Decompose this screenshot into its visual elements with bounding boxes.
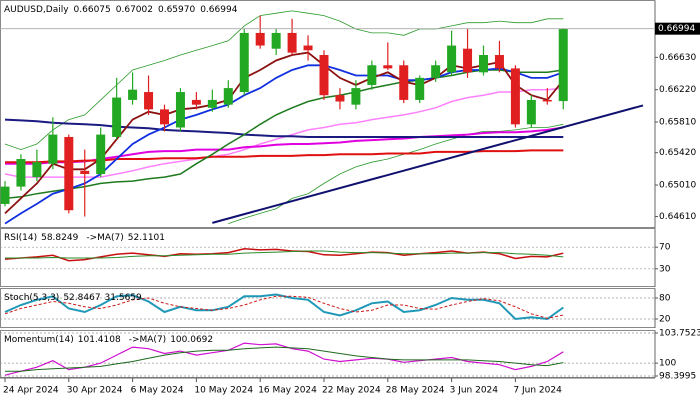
series-value: 100.0692	[170, 335, 213, 345]
panel-header: RSI(14) 58.8249 ->MA(7) 52.1101	[4, 233, 165, 243]
candle-body	[319, 55, 329, 96]
candle-body	[0, 186, 10, 204]
y-tick-label: 80	[659, 294, 671, 304]
y-tick-label: 0.65010	[659, 181, 696, 191]
candle-body	[399, 65, 409, 100]
y-tick-label: 103.7523	[659, 329, 700, 339]
series-name: Momentum(14)	[4, 335, 74, 345]
candle-body	[335, 95, 345, 102]
y-tick-label: 0.66220	[659, 85, 696, 95]
series-value: 101.4108	[78, 335, 121, 345]
candle-body	[175, 92, 185, 128]
candle-body	[239, 32, 249, 93]
indicator-line	[4, 295, 564, 319]
candle-body	[526, 99, 536, 125]
candle-body	[351, 88, 361, 105]
series-value: 58.8249	[41, 233, 78, 243]
candle-body	[542, 99, 552, 102]
y-tick-label: 0.65810	[659, 117, 696, 127]
ohlc-value: 0.66075	[74, 5, 111, 15]
indicator-line	[4, 342, 564, 376]
candle-body	[415, 77, 425, 100]
candle-body	[494, 55, 504, 69]
candle-body	[112, 97, 122, 137]
trendline	[212, 104, 644, 224]
candle-body	[431, 65, 441, 78]
candle-body	[48, 134, 58, 164]
series-name: ->MA(7)	[86, 233, 123, 243]
candle-body	[383, 65, 393, 69]
candle-body	[510, 68, 520, 125]
candle-body	[80, 170, 90, 174]
y-tick-label: 30	[659, 264, 671, 274]
indicator-line	[5, 250, 564, 259]
candle-body	[271, 32, 281, 49]
indicator-line	[4, 10, 564, 151]
x-tick-label: 30 Apr 2024	[67, 386, 123, 396]
x-tick-label: 24 Apr 2024	[3, 386, 59, 396]
series-name: RSI(14)	[4, 233, 37, 243]
candle-body	[367, 65, 377, 85]
y-tick-label: 100	[659, 359, 676, 369]
current-price-label: 0.66994	[658, 24, 695, 34]
chart-header: AUDUSD,Daily 0.66075 0.67002 0.65970 0.66994	[4, 5, 238, 15]
x-tick-label: 22 May 2024	[322, 386, 381, 396]
y-tick-label: 0.64610	[659, 212, 696, 222]
ohlc-value: 0.66994	[200, 5, 237, 15]
candle-body	[303, 45, 313, 51]
candle-body	[128, 89, 138, 100]
candle-body	[463, 48, 473, 73]
candle-body	[255, 32, 265, 46]
candle-body	[447, 45, 457, 73]
ohlc-value: 0.67002	[116, 5, 153, 15]
indicator-line	[5, 346, 564, 372]
y-tick-label: 98.3995	[659, 372, 696, 382]
ohlc-value: 0.65970	[158, 5, 195, 15]
candle-body	[223, 88, 233, 105]
series-value: 52.1101	[128, 233, 165, 243]
x-tick-label: 7 Jun 2024	[513, 386, 562, 396]
series-name: Stoch(5,3,3)	[4, 293, 59, 303]
candle-body	[96, 134, 106, 174]
candle-body	[191, 99, 201, 105]
series-name: ->MA(7)	[129, 335, 166, 345]
x-tick-label: 28 May 2024	[386, 386, 445, 396]
candle-body	[64, 136, 74, 211]
candle-body	[287, 32, 297, 53]
x-tick-label: 3 Jun 2024	[450, 386, 499, 396]
y-tick-label: 0.65420	[659, 148, 696, 158]
symbol: AUDUSD,Daily	[4, 5, 69, 15]
candle-body	[144, 92, 154, 110]
x-tick-label: 6 May 2024	[131, 386, 184, 396]
panel-header: Momentum(14) 101.4108 ->MA(7) 100.0692	[4, 335, 213, 345]
y-tick-label: 20	[659, 315, 671, 325]
y-tick-label: 0.66630	[659, 53, 696, 63]
series-value: 52.8467	[63, 293, 100, 303]
panel-header: Stoch(5,3,3) 52.8467 31.5659	[4, 293, 142, 303]
x-tick-label: 10 May 2024	[194, 386, 253, 396]
candle-body	[32, 162, 42, 178]
x-tick-label: 16 May 2024	[258, 386, 317, 396]
series-value: 31.5659	[105, 293, 142, 303]
candle-body	[479, 55, 488, 73]
candle-body	[160, 109, 169, 125]
candle-body	[16, 159, 26, 187]
candle-body	[207, 99, 217, 108]
y-tick-label: 70	[659, 243, 671, 253]
indicator-line	[4, 118, 564, 138]
candle-body	[558, 28, 568, 102]
current-price-box	[655, 22, 700, 35]
